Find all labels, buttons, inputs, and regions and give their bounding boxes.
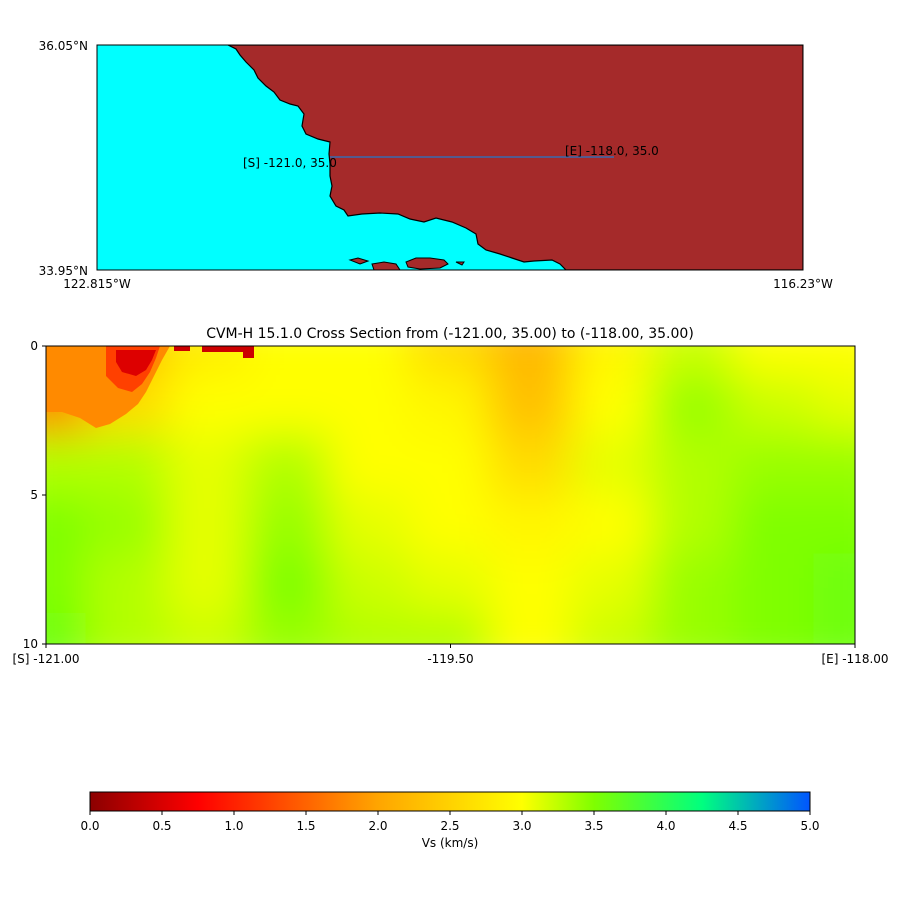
heatmap-cell (247, 434, 331, 496)
heatmap-cell (732, 613, 816, 644)
heatmap-cell (247, 553, 331, 616)
lon-left-label: 122.815°W (63, 277, 131, 291)
heatmap-cell (247, 346, 331, 377)
y-tick-label: 10 (23, 637, 38, 651)
heatmap-cell (166, 613, 250, 644)
lon-right-label: 116.23°W (773, 277, 833, 291)
heatmap-cell (46, 434, 88, 496)
heatmap-cell (570, 494, 654, 556)
heatmap-cell (813, 434, 855, 496)
colorbar-tick-label: 3.0 (512, 819, 531, 833)
heatmap-cell (570, 553, 654, 616)
heatmap-cell (732, 374, 816, 437)
heatmap-cell (732, 553, 816, 616)
heatmap-cell (46, 553, 88, 616)
colorbar-tick-label: 4.0 (656, 819, 675, 833)
colorbar-tick-label: 4.5 (728, 819, 747, 833)
colorbar-tick-label: 3.5 (584, 819, 603, 833)
heatmap-cell (651, 553, 735, 616)
start-label: [S] -121.0, 35.0 (243, 156, 337, 170)
x-tick-label: [S] -121.00 (12, 652, 79, 666)
heatmap-cell (166, 494, 250, 556)
heatmap-cell (409, 553, 492, 616)
island (371, 261, 401, 270)
heatmap-cell (328, 346, 412, 377)
y-tick-label: 5 (30, 488, 38, 502)
colorbar-tick-label: 2.0 (368, 819, 387, 833)
lat-top-label: 36.05°N (39, 39, 88, 53)
colorbar-tick-label: 2.5 (440, 819, 459, 833)
heatmap-cell (247, 613, 331, 644)
heatmap-cell (328, 434, 412, 496)
heatmap-cell (489, 553, 573, 616)
heatmap-cell (651, 346, 735, 377)
heatmap-cell (651, 613, 735, 644)
heatmap-cell (651, 494, 735, 556)
colorbar-tick-label: 0.5 (152, 819, 171, 833)
colorbar-tick-label: 1.0 (224, 819, 243, 833)
heatmap-cell (247, 374, 331, 437)
heatmap-cell (85, 494, 169, 556)
heatmap-cell (85, 613, 169, 644)
heatmap-cell (732, 346, 816, 377)
heatmap-cell (651, 374, 735, 437)
y-tick-label: 0 (30, 339, 38, 353)
heatmap-cell (489, 494, 573, 556)
heatmap-cell (489, 346, 573, 377)
heatmap-cell (409, 494, 492, 556)
heatmap-cell (813, 346, 855, 377)
heatmap-cell (570, 374, 654, 437)
end-label: [E] -118.0, 35.0 (565, 144, 659, 158)
x-tick-label: [E] -118.00 (821, 652, 888, 666)
heatmap-cell (166, 553, 250, 616)
heatmap-cell (46, 494, 88, 556)
heatmap-cell (570, 434, 654, 496)
heatmap-cell (732, 494, 816, 556)
colorbar-tick-label: 1.5 (296, 819, 315, 833)
heatmap-cell (247, 494, 331, 556)
heatmap-cell (813, 374, 855, 437)
heatmap-cell (813, 613, 855, 644)
heatmap-axes: [S] -121.00 -119.50 [E] -118.00 0 5 10 (12, 339, 888, 666)
colorbar-label: Vs (km/s) (422, 836, 479, 850)
low-velocity-zone (46, 346, 254, 428)
heatmap-cell (409, 346, 492, 377)
heatmap-cell (328, 494, 412, 556)
heatmap-cell (570, 613, 654, 644)
heatmap-cell (651, 434, 735, 496)
heatmap-cell (328, 553, 412, 616)
colorbar-tick-label: 5.0 (800, 819, 819, 833)
heatmap-cell (328, 374, 412, 437)
island (455, 261, 465, 266)
map-frame (96, 44, 804, 271)
heatmap-cell (813, 494, 855, 556)
heatmap-cell (166, 374, 250, 437)
heatmap-cell (409, 434, 492, 496)
heatmap-cell (328, 613, 412, 644)
heatmap-cell (489, 374, 573, 437)
colorbar-ticks: 0.0 0.5 1.0 1.5 2.0 2.5 3.0 3.5 4.0 4.5 5.0 (80, 811, 820, 833)
heatmap-cell (85, 553, 169, 616)
chart-title: CVM-H 15.1.0 Cross Section from (-121.00… (206, 326, 694, 342)
lat-bottom-label: 33.95°N (39, 264, 88, 278)
location-map (97, 45, 803, 270)
heatmap-cell (166, 434, 250, 496)
heatmap-cell (813, 553, 855, 616)
heatmap-cell (409, 613, 492, 644)
heatmap-cell (489, 613, 573, 644)
colorbar-tick-label: 0.0 (80, 819, 99, 833)
island (405, 257, 449, 270)
heatmap-cell (409, 374, 492, 437)
heatmap-cell (85, 434, 169, 496)
heatmap-cell (732, 434, 816, 496)
island (348, 257, 370, 265)
x-tick-label: -119.50 (427, 652, 473, 666)
heatmap-cell (46, 613, 88, 644)
colorbar (89, 791, 811, 812)
heatmap-cell (489, 434, 573, 496)
heatmap-cell (570, 346, 654, 377)
